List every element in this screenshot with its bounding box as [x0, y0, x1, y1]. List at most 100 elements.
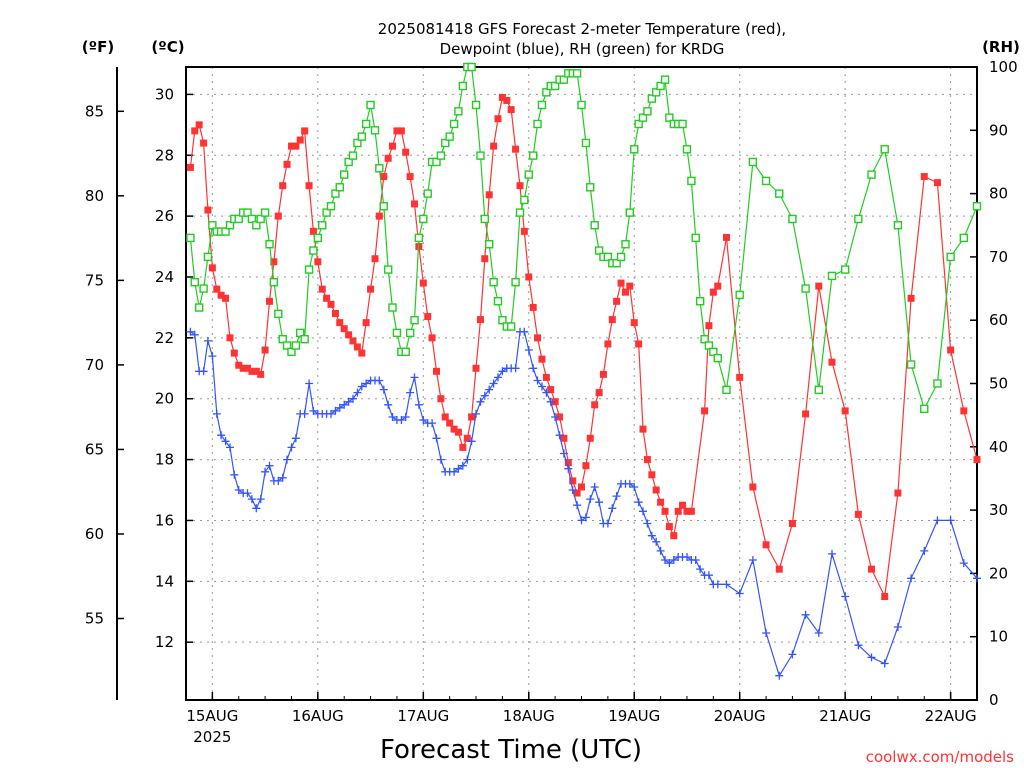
rh-point: [340, 170, 349, 179]
temperature-point: [749, 483, 757, 491]
temperature-point: [358, 349, 366, 357]
dewpoint-point: [546, 397, 555, 406]
rh-point: [199, 284, 208, 293]
dewpoint-point: [256, 495, 265, 504]
temperature-point: [213, 285, 221, 293]
rh-point: [392, 328, 402, 338]
rh-point: [278, 334, 287, 344]
rh-point: [581, 138, 591, 148]
dewpoint-point: [828, 549, 836, 558]
dewpoint-point: [463, 455, 472, 464]
dewpoint-point: [252, 504, 261, 513]
temperature-point: [257, 370, 265, 378]
temperature-point: [841, 407, 849, 415]
celsius-axis-label: (ºC): [151, 38, 184, 56]
dewpoint-point: [384, 400, 393, 409]
rh-tick-label: 60: [989, 311, 1008, 329]
rh-point: [612, 259, 621, 268]
temperature-point: [490, 142, 498, 150]
rh-tick-label: 30: [989, 501, 1008, 519]
rh-point: [471, 100, 481, 110]
temperature-point: [437, 395, 445, 403]
rh-point: [344, 157, 353, 167]
rh-point: [441, 138, 450, 148]
rh-tick-label: 90: [989, 121, 1008, 139]
temperature-point: [498, 93, 506, 101]
dewpoint-point: [300, 409, 309, 418]
temperature-point: [551, 398, 559, 406]
fahrenheit-tick-label: 75: [85, 271, 104, 289]
dewpoint-point: [542, 388, 551, 397]
dewpoint-point: [933, 516, 942, 525]
dewpoint-point: [375, 376, 384, 385]
series-line-temperature: [189, 96, 978, 599]
x-axis-title: Forecast Time (UTC): [380, 735, 642, 765]
temperature-point: [854, 510, 862, 518]
temperature-point: [599, 370, 607, 378]
rh-point: [537, 100, 547, 110]
rh-point: [304, 265, 314, 274]
fahrenheit-tick-label: 60: [85, 525, 104, 543]
dewpoint-point: [305, 379, 314, 388]
dewpoint-point: [428, 419, 437, 428]
rh-point: [880, 145, 889, 154]
rh-point: [643, 107, 652, 116]
dewpoint-point: [608, 504, 617, 513]
dewpoint-point: [656, 546, 665, 555]
rh-point: [331, 189, 340, 198]
temperature-point: [674, 507, 682, 515]
temperature-point: [665, 523, 673, 531]
dewpoint-point: [880, 659, 889, 668]
temperature-point: [318, 285, 326, 293]
temperature-point: [617, 279, 625, 287]
rh-point: [423, 189, 432, 198]
temperature-point: [349, 337, 357, 345]
time-tick-label: 17AUG: [397, 707, 449, 725]
temperature-point: [459, 443, 467, 451]
rh-point: [840, 265, 850, 274]
dewpoint-point: [419, 416, 428, 424]
rh-point: [625, 208, 635, 217]
temperature-point: [894, 489, 902, 497]
dewpoint-point: [287, 443, 296, 452]
rh-point: [454, 107, 463, 116]
rh-point: [722, 385, 731, 395]
dewpoint-point: [436, 455, 445, 464]
temperature-point: [235, 361, 243, 369]
dewpoint-point: [634, 498, 643, 507]
rh-point: [660, 75, 670, 84]
temperature-point: [573, 489, 581, 497]
dewpoint-point: [893, 623, 902, 631]
temperature-point: [648, 471, 656, 479]
rh-point: [379, 202, 388, 211]
dewpoint-point: [265, 461, 274, 470]
temperature-point: [604, 340, 612, 348]
fahrenheit-ticks: 55 60 65 70 75 80 85: [85, 102, 124, 628]
temperature-point: [292, 142, 300, 150]
dewpoint-point: [713, 580, 722, 589]
dewpoint-point: [568, 486, 577, 494]
temperature-point: [907, 294, 915, 302]
temperature-point: [252, 367, 260, 375]
rh-point: [528, 151, 538, 160]
temperature-point: [239, 364, 247, 372]
temperature-point: [626, 282, 634, 290]
rh-point: [432, 157, 441, 167]
temperature-point: [520, 227, 528, 235]
temperature-point: [657, 498, 665, 506]
time-tick-label: 16AUG: [292, 707, 344, 725]
rh-point: [203, 252, 213, 262]
dewpoint-point: [639, 507, 647, 516]
temperature-point: [494, 115, 502, 123]
rh-point: [603, 252, 613, 262]
rh-point: [656, 81, 665, 91]
dewpoint-point: [344, 397, 353, 406]
temperature-point: [788, 519, 796, 527]
temperature-point: [446, 419, 454, 427]
temperature-point: [204, 206, 212, 214]
temperature-point: [608, 316, 616, 324]
temperature-point: [507, 106, 515, 114]
series-temperature: [186, 93, 981, 601]
dewpoint-point: [762, 629, 771, 637]
